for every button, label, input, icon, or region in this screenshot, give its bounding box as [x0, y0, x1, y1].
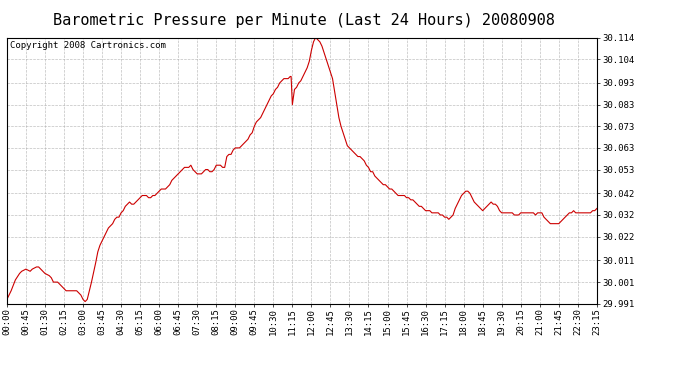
Text: Copyright 2008 Cartronics.com: Copyright 2008 Cartronics.com [10, 42, 166, 51]
Text: Barometric Pressure per Minute (Last 24 Hours) 20080908: Barometric Pressure per Minute (Last 24 … [52, 13, 555, 28]
